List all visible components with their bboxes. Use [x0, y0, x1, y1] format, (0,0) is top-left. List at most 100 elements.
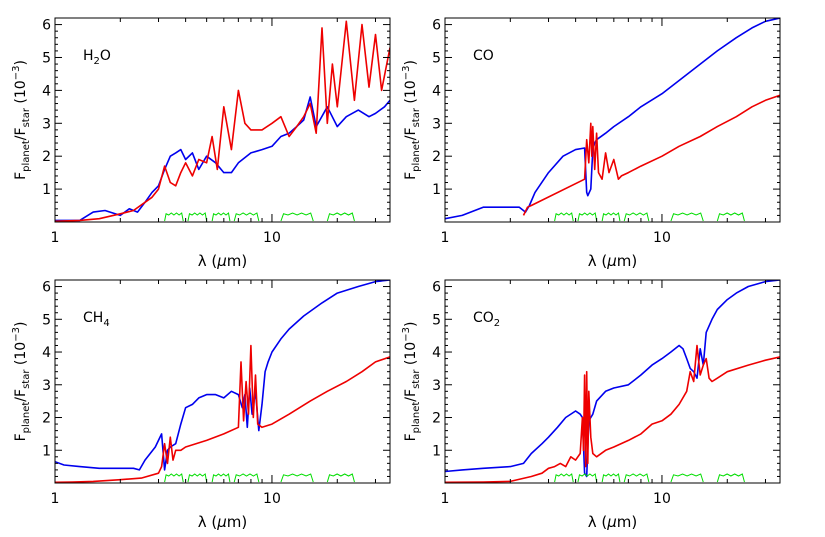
filter-band-2 — [187, 473, 208, 483]
y-axis-label-unit: (10 — [403, 342, 419, 370]
y-tick-label: 4 — [432, 345, 441, 361]
series-2-line — [55, 344, 390, 483]
x-tick-label: 1 — [441, 491, 450, 507]
x-tick-label: 1 — [441, 230, 450, 246]
y-axis-label-F: F — [13, 172, 29, 180]
y-tick-label: 5 — [42, 50, 51, 66]
filter-band-4 — [623, 473, 650, 483]
y-tick-label: 2 — [42, 149, 51, 165]
y-tick-label: 4 — [432, 83, 441, 99]
series-1-line — [55, 280, 390, 471]
panel-label: CO — [473, 48, 494, 64]
y-axis-label-unit: (10 — [403, 80, 419, 108]
plot-frame — [54, 17, 391, 223]
y-axis-label-sub-planet: planet — [411, 402, 422, 434]
plot-area — [55, 20, 390, 222]
panel-label: CH4 — [83, 310, 110, 329]
filter-band-5 — [670, 212, 704, 222]
y-axis-label-exponent: −3 — [401, 327, 412, 342]
x-tick-label: 10 — [653, 230, 671, 246]
x-axis-label-lambda: λ ( — [198, 252, 218, 270]
y-tick-label: 5 — [432, 50, 441, 66]
y-tick-label: 2 — [432, 411, 441, 427]
plot-frame — [444, 17, 781, 223]
panel-label-main: H — [83, 48, 94, 64]
filter-band-3 — [211, 212, 231, 222]
y-axis-label-sub-star: star — [21, 369, 32, 389]
x-axis-label-lambda: λ ( — [198, 513, 218, 531]
series-1-line — [445, 280, 780, 478]
series-1-line — [445, 18, 780, 220]
x-axis-label-unit: m) — [617, 513, 637, 531]
y-axis-label-unit-close: ) — [13, 322, 29, 327]
series-2-line — [55, 20, 390, 222]
y-tick-label: 1 — [432, 443, 441, 459]
y-axis-label-sub-planet: planet — [21, 140, 32, 172]
panel-label-tail: O — [100, 48, 111, 64]
plot-frame — [444, 279, 781, 484]
y-tick-label: 3 — [42, 116, 51, 132]
x-axis-label-mu: μ — [216, 513, 227, 531]
x-axis-label-lambda: λ ( — [588, 513, 608, 531]
y-tick-label: 4 — [42, 345, 51, 361]
x-tick-label: 1 — [51, 491, 60, 507]
x-axis-label: λ (μm) — [198, 513, 248, 531]
panel-label-subscript: 4 — [103, 318, 109, 329]
x-tick-label: 1 — [51, 230, 60, 246]
y-tick-label: 3 — [42, 378, 51, 394]
filter-band-6 — [716, 473, 745, 483]
y-axis-label-exponent: −3 — [401, 66, 412, 81]
plot-area — [445, 280, 780, 483]
x-axis-label-lambda: λ ( — [588, 252, 608, 270]
filter-band-2 — [187, 212, 208, 222]
y-axis-label-F: F — [403, 172, 419, 180]
filter-band-6 — [326, 212, 355, 222]
y-axis-label: Fplanet/Fstar (10−3) — [401, 322, 422, 442]
plot-area — [55, 280, 390, 483]
y-axis-label-sub-planet: planet — [411, 140, 422, 172]
y-axis-label-sub-planet: planet — [21, 402, 32, 434]
y-axis-label-exponent: −3 — [11, 66, 22, 81]
filter-band-4 — [623, 212, 650, 222]
y-axis-label-unit: (10 — [13, 342, 29, 370]
filter-band-3 — [601, 473, 621, 483]
y-axis-label-unit-close: ) — [403, 322, 419, 327]
plot-area — [445, 18, 780, 222]
y-axis-label-slash: /F — [13, 389, 29, 402]
x-axis-label: λ (μm) — [198, 252, 248, 270]
x-tick-label: 10 — [263, 491, 281, 507]
y-axis-label-sub-star: star — [411, 107, 422, 127]
y-axis-label-unit: (10 — [13, 80, 29, 108]
filter-band-4 — [233, 473, 260, 483]
y-tick-label: 2 — [42, 411, 51, 427]
y-tick-label: 6 — [432, 280, 441, 296]
y-axis-label: Fplanet/Fstar (10−3) — [11, 322, 32, 442]
panel-label-subscript: 2 — [94, 56, 100, 67]
x-axis-label-mu: μ — [606, 252, 617, 270]
x-axis-label: λ (μm) — [588, 513, 638, 531]
y-axis-label: Fplanet/Fstar (10−3) — [401, 60, 422, 180]
panel-label-main: CO — [473, 310, 494, 326]
filter-band-4 — [233, 212, 260, 222]
series-2-line — [445, 344, 780, 483]
filter-band-5 — [280, 473, 314, 483]
y-tick-label: 3 — [432, 378, 441, 394]
y-axis-label-slash: /F — [13, 127, 29, 140]
x-axis-label-mu: μ — [216, 252, 227, 270]
filter-band-1 — [164, 212, 184, 222]
filter-band-5 — [670, 473, 704, 483]
y-tick-label: 4 — [42, 83, 51, 99]
panel-label: CO2 — [473, 310, 500, 329]
x-axis-label-unit: m) — [227, 513, 247, 531]
y-tick-label: 1 — [42, 182, 51, 198]
y-axis-label-F: F — [13, 433, 29, 441]
y-tick-label: 1 — [42, 443, 51, 459]
y-tick-label: 3 — [432, 116, 441, 132]
y-tick-label: 5 — [42, 312, 51, 328]
x-axis-label-unit: m) — [227, 252, 247, 270]
y-tick-label: 6 — [42, 18, 51, 34]
